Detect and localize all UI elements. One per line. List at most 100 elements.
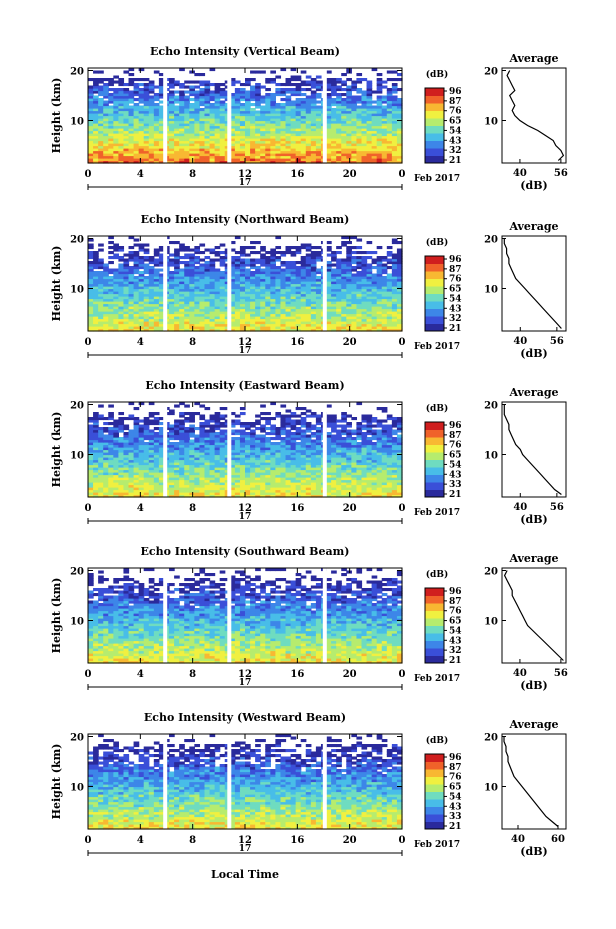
heatmap-cell [245, 90, 251, 94]
heatmap-cell [315, 462, 322, 466]
heatmap-cell [250, 78, 256, 82]
heatmap-cell [189, 115, 195, 119]
heatmap-cell [113, 283, 119, 287]
heatmap-cell [366, 158, 373, 162]
heatmap-cell [199, 462, 206, 466]
heatmap-cell [371, 128, 378, 132]
heatmap-cell [275, 123, 282, 127]
heatmap-cell [174, 118, 180, 122]
heatmap-cell [148, 158, 155, 162]
heatmap-cell [290, 103, 297, 107]
heatmap-cell [391, 158, 398, 162]
heatmap-cell [143, 118, 150, 122]
heatmap-cell [386, 467, 393, 471]
heatmap-cell [103, 286, 109, 290]
heatmap-cell [194, 313, 201, 317]
heatmap-cell [310, 133, 317, 137]
heatmap-cell [143, 248, 150, 252]
heatmap-cell [184, 158, 190, 162]
heatmap-cell [199, 459, 206, 463]
heatmap-cell [275, 120, 282, 124]
heatmap-cell [361, 130, 368, 134]
heatmap-cell [280, 83, 287, 87]
heatmap-cell [169, 128, 175, 132]
heatmap-cell [336, 482, 342, 486]
heatmap-cell [305, 105, 312, 109]
heatmap-cell [88, 246, 94, 250]
heatmap-cell [88, 243, 94, 247]
heatmap-cell [199, 98, 206, 102]
heatmap-cell [386, 110, 393, 114]
heatmap-cell [315, 323, 322, 327]
heatmap-cell [295, 323, 302, 327]
heatmap-cell [285, 489, 292, 493]
heatmap-cell [336, 143, 342, 147]
heatmap-cell [260, 311, 266, 315]
heatmap-cell [396, 303, 403, 307]
heatmap-cell [194, 155, 201, 159]
heatmap-cell [376, 462, 383, 466]
heatmap-cell [209, 271, 216, 275]
heatmap-cell [113, 482, 119, 486]
heatmap-cell [88, 100, 94, 104]
heatmap-cell [300, 150, 307, 154]
heatmap-cell [209, 98, 216, 102]
heatmap-cell [179, 469, 185, 473]
heatmap-cell [396, 261, 403, 265]
heatmap-cell [179, 118, 185, 122]
heatmap-cell [239, 469, 246, 473]
heatmap-cell [315, 108, 322, 112]
heatmap-cell [391, 148, 398, 152]
heatmap-cell [356, 266, 363, 270]
heatmap-cell [275, 308, 282, 312]
heatmap-cell [189, 278, 195, 282]
heatmap-cell [326, 278, 332, 282]
heatmap-cell [179, 288, 185, 292]
heatmap-cell [209, 93, 216, 97]
heatmap-cell [280, 153, 287, 157]
heatmap-cell [300, 123, 307, 127]
heatmap-cell [381, 256, 388, 260]
heatmap-cell [280, 487, 287, 491]
heatmap-cell [209, 83, 216, 87]
heatmap-cell [290, 158, 297, 162]
heatmap-cell [108, 482, 114, 486]
heatmap-cell [331, 469, 337, 473]
heatmap-cell [179, 462, 185, 466]
heatmap-cell [396, 487, 403, 491]
heatmap-cell [103, 118, 109, 122]
heatmap-cell [204, 153, 211, 157]
heatmap-cell [169, 276, 175, 280]
heatmap-cell [245, 293, 251, 297]
heatmap-cell [386, 318, 393, 322]
heatmap-cell [250, 472, 256, 476]
heatmap-cell [386, 125, 393, 129]
heatmap-cell [189, 138, 195, 142]
heatmap-cell [315, 321, 322, 325]
heatmap-cell [128, 140, 135, 144]
heatmap-cell [204, 477, 211, 481]
heatmap-cell [118, 291, 125, 295]
heatmap-cell [386, 301, 393, 305]
heatmap-cell [396, 158, 403, 162]
heatmap-cell [118, 248, 125, 252]
heatmap-cell [285, 286, 292, 290]
heatmap-cell [260, 85, 266, 89]
heatmap-cell [184, 482, 190, 486]
heatmap-cell [255, 103, 261, 107]
heatmap-cell [285, 298, 292, 302]
heatmap-cell [295, 311, 302, 315]
heatmap-cell [351, 155, 358, 159]
heatmap-cell [174, 281, 180, 285]
heatmap-cell [295, 283, 302, 287]
heatmap-cell [265, 143, 271, 147]
heatmap-cell [128, 288, 135, 292]
heatmap-cell [351, 266, 358, 270]
heatmap-cell [361, 150, 368, 154]
heatmap-cell [245, 328, 251, 332]
heatmap-cell [386, 135, 393, 139]
heatmap-cell [148, 489, 155, 493]
heatmap-cell [108, 303, 114, 307]
heatmap-cell [285, 110, 292, 114]
heatmap-cell [396, 256, 403, 260]
